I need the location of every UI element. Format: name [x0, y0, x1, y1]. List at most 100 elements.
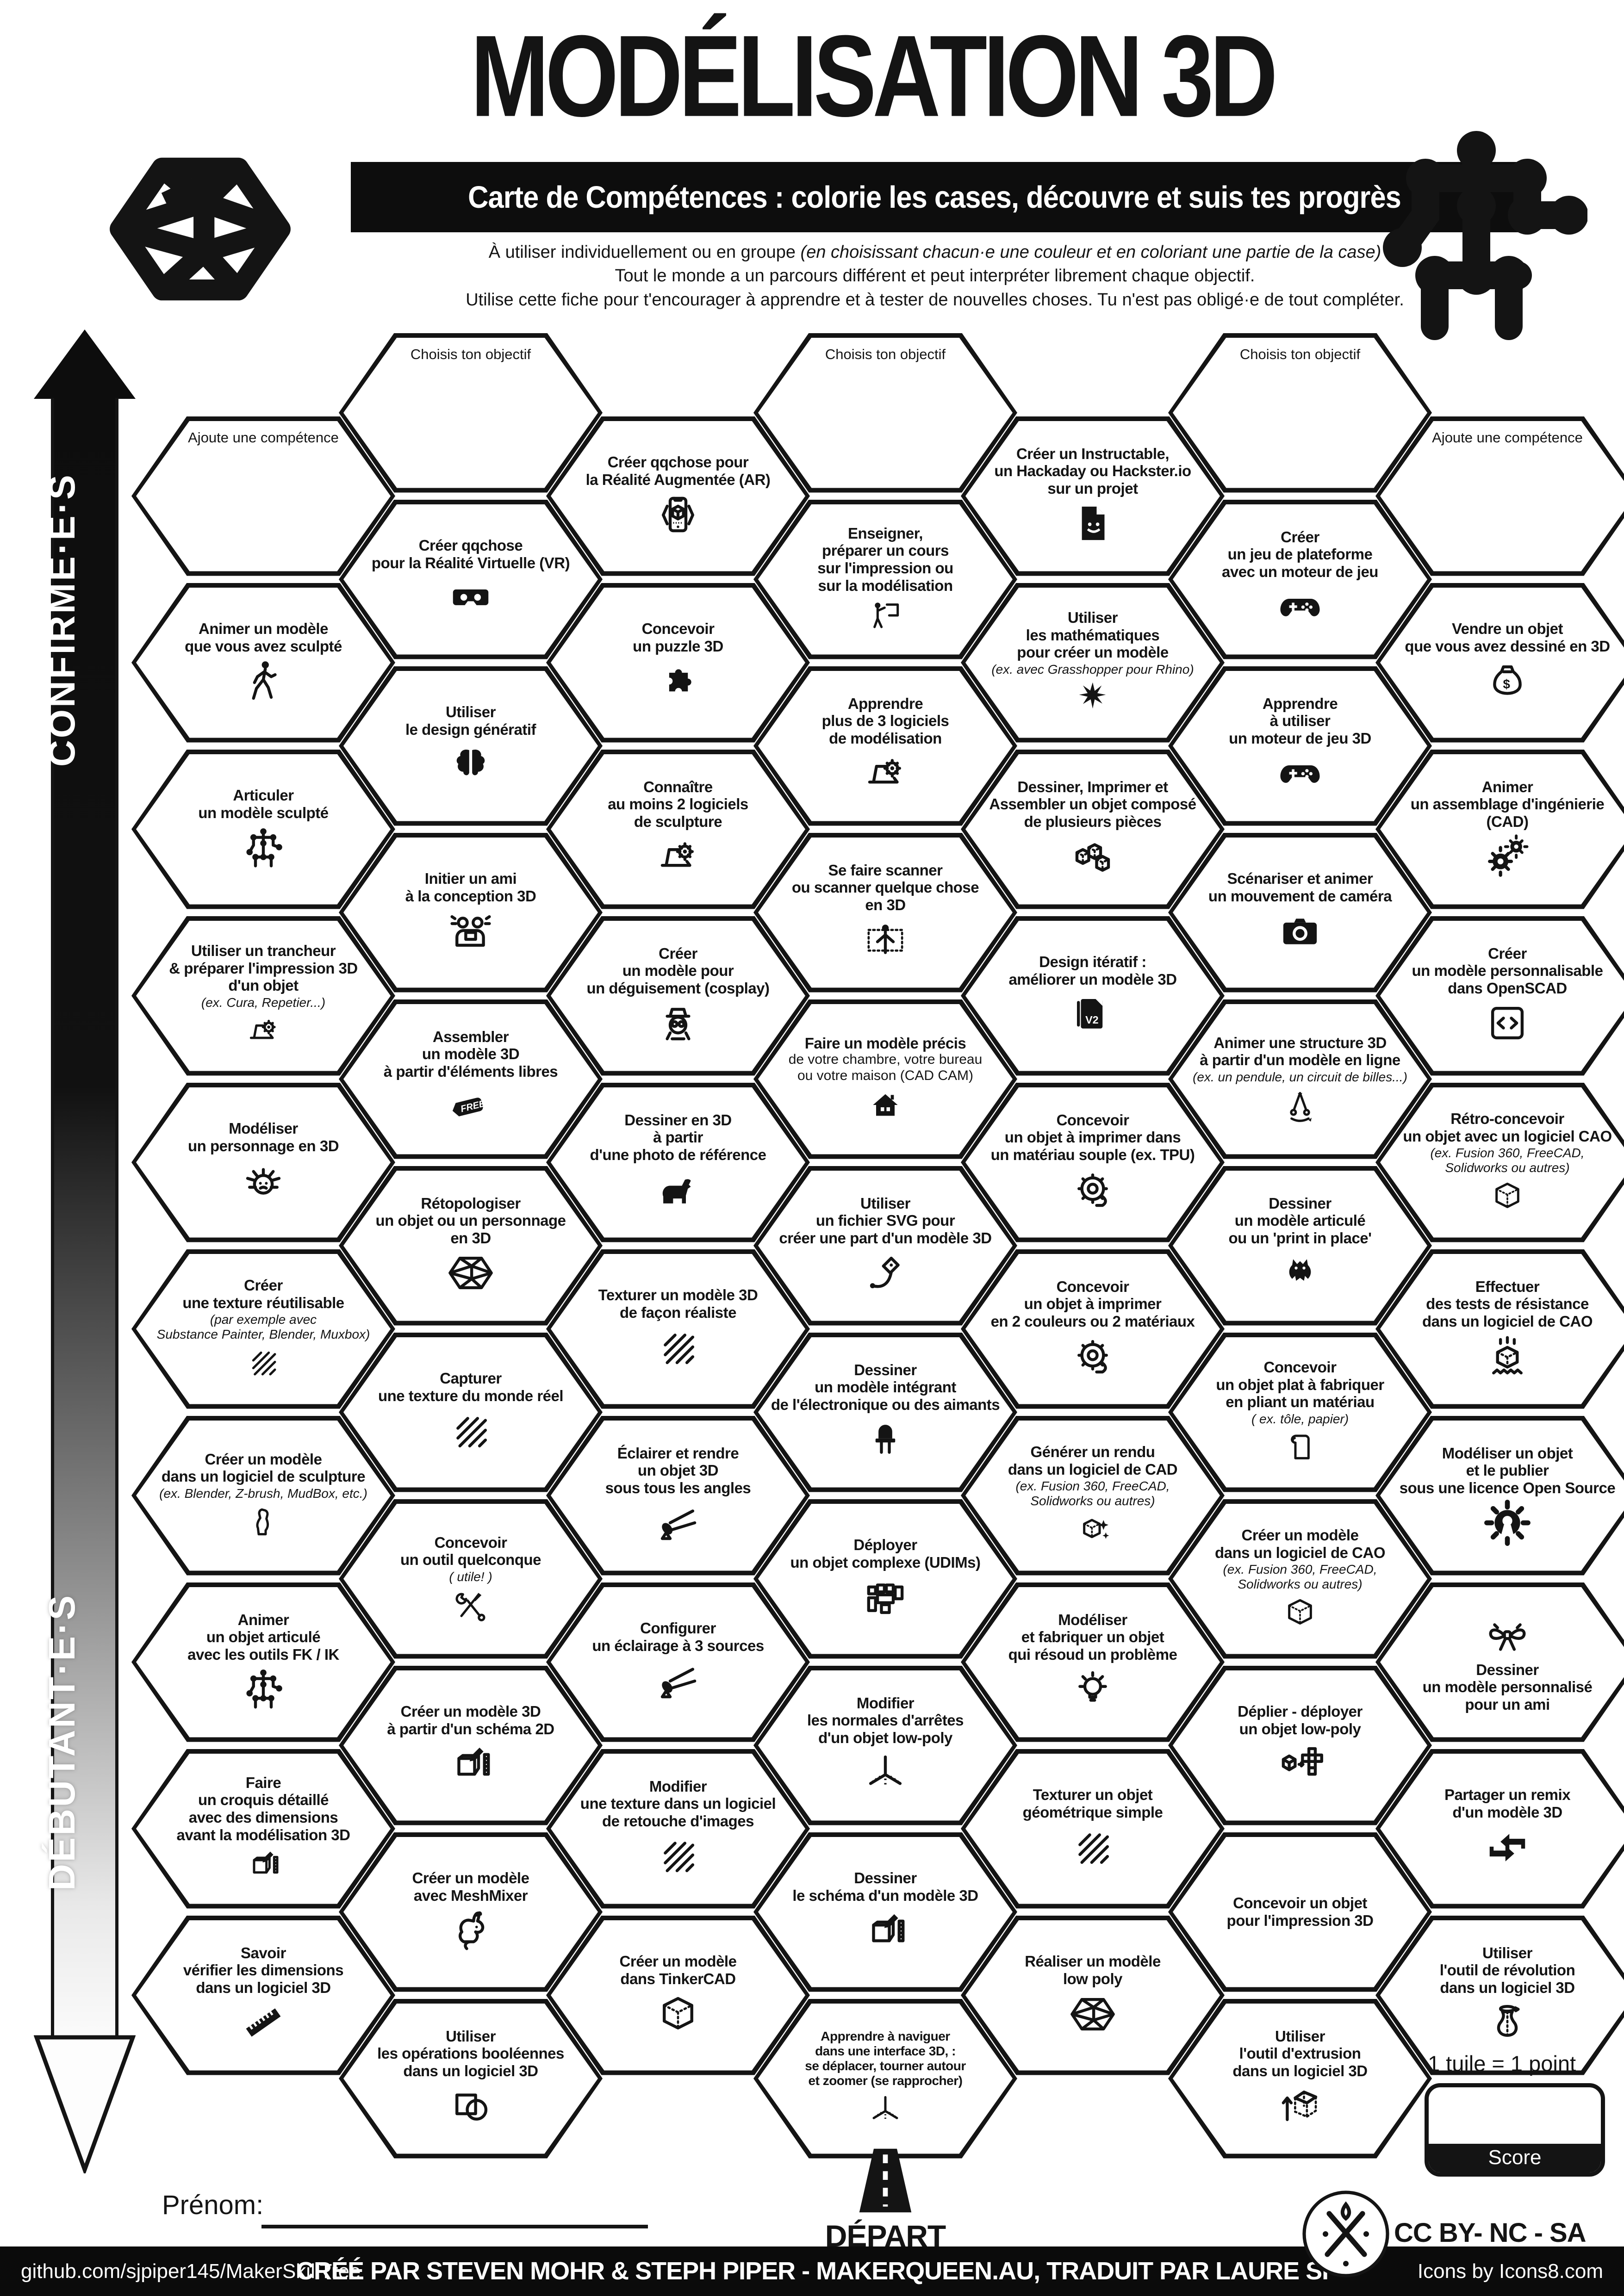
skill-hex[interactable]: Rétro-concevoir un objet avec un logiciel…: [1375, 1082, 1624, 1242]
skill-hex[interactable]: Créer un modèle dans TinkerCAD: [546, 1915, 810, 2075]
skill-hex[interactable]: Utiliser un fichier SVG pour créer une par…: [753, 1166, 1017, 1326]
skill-hex[interactable]: Déplier - déployer un objet low-poly: [1168, 1665, 1432, 1825]
hex-fill-area[interactable]: [551, 1753, 805, 1904]
skill-hex[interactable]: Concevoir un outil quelconque( utile! ): [339, 1499, 603, 1659]
skill-hex[interactable]: Modifier les normales d'arrêtes d'un objet…: [753, 1665, 1017, 1825]
skill-hex[interactable]: Dessiner un modèle personnalisé pour un am…: [1375, 1582, 1624, 1742]
hex-fill-area[interactable]: [1173, 337, 1427, 488]
hex-fill-area[interactable]: [758, 337, 1013, 488]
goal-hex[interactable]: Choisis ton objectif: [339, 333, 603, 493]
hex-fill-area[interactable]: [1173, 2003, 1427, 2154]
hex-fill-area[interactable]: [343, 1170, 598, 1321]
footer-icons8-credit[interactable]: Icons by Icons8.com: [1417, 2260, 1603, 2283]
hex-fill-area[interactable]: [1380, 1753, 1624, 1904]
hex-fill-area[interactable]: [758, 1004, 1013, 1154]
hex-fill-area[interactable]: [965, 1253, 1220, 1404]
skill-hex[interactable]: Créer une texture réutilisable (par exempl…: [131, 1249, 395, 1409]
hex-fill-area[interactable]: [343, 837, 598, 988]
skill-hex[interactable]: Créer qqchose pour la Réalité Augmentée (…: [546, 416, 810, 576]
skill-hex[interactable]: Dessiner en 3D à partir d'une photo de réf…: [546, 1082, 810, 1242]
skill-hex[interactable]: Concevoir un puzzle 3D: [546, 583, 810, 743]
skill-hex[interactable]: Savoir vérifier les dimensions dans un log…: [131, 1915, 395, 2075]
skill-hex[interactable]: Utiliser un trancheur & préparer l'impres…: [131, 916, 395, 1076]
hex-fill-area[interactable]: [1380, 1253, 1624, 1404]
hex-fill-area[interactable]: [343, 1004, 598, 1154]
skill-hex[interactable]: Concevoir un objet à imprimer dans un maté…: [961, 1082, 1225, 1242]
hex-fill-area[interactable]: [965, 920, 1220, 1071]
skill-hex[interactable]: Design itératif : améliorer un modèle 3D V…: [961, 916, 1225, 1076]
hex-fill-area[interactable]: [1380, 1587, 1624, 1738]
skill-hex[interactable]: Animer un assemblage d'ingénierie (CAD): [1375, 749, 1624, 909]
skill-hex[interactable]: Se faire scanner ou scanner quelque chose…: [753, 832, 1017, 993]
hex-fill-area[interactable]: [965, 1420, 1220, 1571]
skill-hex[interactable]: Concevoir un objet à imprimer en 2 couleur…: [961, 1249, 1225, 1409]
skill-hex[interactable]: Déployer un objet complexe (UDIMs): [753, 1499, 1017, 1659]
hex-fill-area[interactable]: [758, 670, 1013, 821]
hex-fill-area[interactable]: [1173, 837, 1427, 988]
hex-fill-area[interactable]: [1380, 1920, 1624, 2071]
skill-hex[interactable]: Animer un objet articulé avec les outils F…: [131, 1582, 395, 1742]
hex-fill-area[interactable]: [551, 1253, 805, 1404]
goal-hex[interactable]: Choisis ton objectif: [1168, 333, 1432, 493]
skill-hex[interactable]: Utiliser les mathématiques pour créer un m…: [961, 583, 1225, 743]
hex-fill-area[interactable]: [343, 670, 598, 821]
hex-fill-area[interactable]: [343, 337, 598, 488]
score-box[interactable]: Score: [1425, 2083, 1605, 2177]
skill-hex[interactable]: Partager un remix d'un modèle 3D: [1375, 1749, 1624, 1909]
skill-hex[interactable]: Modifier une texture dans un logiciel de r…: [546, 1749, 810, 1909]
skill-hex[interactable]: Créer un modèle dans un logiciel de CAO (e…: [1168, 1499, 1432, 1659]
hex-fill-area[interactable]: [965, 754, 1220, 905]
skill-hex[interactable]: Vendre un objet que vous avez dessiné en …: [1375, 583, 1624, 743]
hex-fill-area[interactable]: [758, 1337, 1013, 1488]
skill-hex[interactable]: Apprendre plus de 3 logiciels de modélisat…: [753, 666, 1017, 826]
hex-fill-area[interactable]: [1380, 754, 1624, 905]
skill-hex[interactable]: Articuler un modèle sculpté: [131, 749, 395, 909]
goal-hex[interactable]: Ajoute une compétence: [131, 416, 395, 576]
hex-fill-area[interactable]: [551, 1920, 805, 2071]
hex-fill-area[interactable]: [758, 504, 1013, 655]
hex-fill-area[interactable]: [965, 1753, 1220, 1904]
hex-fill-area[interactable]: [343, 2003, 598, 2154]
hex-fill-area[interactable]: [136, 1253, 391, 1404]
hex-fill-area[interactable]: [1173, 1837, 1427, 1987]
goal-hex[interactable]: Ajoute une compétence: [1375, 416, 1624, 576]
skill-hex[interactable]: Texturer un modèle 3D de façon réaliste: [546, 1249, 810, 1409]
skill-hex[interactable]: Éclairer et rendre un objet 3D sous tous l…: [546, 1415, 810, 1576]
skill-hex[interactable]: Dessiner un modèle articulé ou un 'print i…: [1168, 1166, 1432, 1326]
skill-hex[interactable]: Modéliser un objet et le publier sous une …: [1375, 1415, 1624, 1576]
hex-fill-area[interactable]: [551, 421, 805, 571]
skill-hex[interactable]: Dessiner un modèle intégrant de l'électron…: [753, 1332, 1017, 1492]
hex-fill-area[interactable]: [1173, 670, 1427, 821]
hex-fill-area[interactable]: [758, 1170, 1013, 1321]
skill-hex[interactable]: Faire un croquis détaillé avec des dimensi…: [131, 1749, 395, 1909]
hex-fill-area[interactable]: [343, 1337, 598, 1488]
skill-hex[interactable]: Modéliser et fabriquer un objet qui résoud…: [961, 1582, 1225, 1742]
hex-fill-area[interactable]: [758, 1503, 1013, 1654]
hex-fill-area[interactable]: [136, 1420, 391, 1571]
hex-fill-area[interactable]: [136, 1587, 391, 1738]
hex-fill-area[interactable]: [136, 1920, 391, 2071]
skill-hex[interactable]: Faire un modèle précis de votre chambre, …: [753, 999, 1017, 1159]
skill-hex[interactable]: Animer une structure 3D à partir d'un mod…: [1168, 999, 1432, 1159]
hex-fill-area[interactable]: [343, 504, 598, 655]
skill-hex[interactable]: Texturer un objet géométrique simple: [961, 1749, 1225, 1909]
hex-fill-area[interactable]: [965, 1587, 1220, 1738]
hex-fill-area[interactable]: [1173, 1004, 1427, 1154]
skill-hex[interactable]: Connaître au moins 2 logiciels de sculptur…: [546, 749, 810, 909]
hex-fill-area[interactable]: [551, 1420, 805, 1571]
hex-fill-area[interactable]: [1380, 1420, 1624, 1571]
hex-fill-area[interactable]: [758, 2003, 1013, 2154]
hex-fill-area[interactable]: [1173, 1170, 1427, 1321]
skill-hex[interactable]: Générer un rendu dans un logiciel de CAD(…: [961, 1415, 1225, 1576]
skill-hex[interactable]: Modéliser un personnage en 3D: [131, 1082, 395, 1242]
skill-hex[interactable]: Apprendre à utiliser un moteur de jeu 3D: [1168, 666, 1432, 826]
hex-fill-area[interactable]: [343, 1837, 598, 1987]
hex-fill-area[interactable]: [1173, 1670, 1427, 1821]
hex-fill-area[interactable]: [136, 920, 391, 1071]
hex-fill-area[interactable]: [136, 1087, 391, 1238]
skill-hex[interactable]: Concevoir un objet pour l'impression 3D: [1168, 1832, 1432, 1992]
skill-hex[interactable]: Assembler un modèle 3D à partir d'éléments…: [339, 999, 603, 1159]
skill-hex[interactable]: Créer un modèle pour un déguisement (cospl…: [546, 916, 810, 1076]
hex-fill-area[interactable]: [136, 1753, 391, 1904]
hex-fill-area[interactable]: [1380, 1087, 1624, 1238]
